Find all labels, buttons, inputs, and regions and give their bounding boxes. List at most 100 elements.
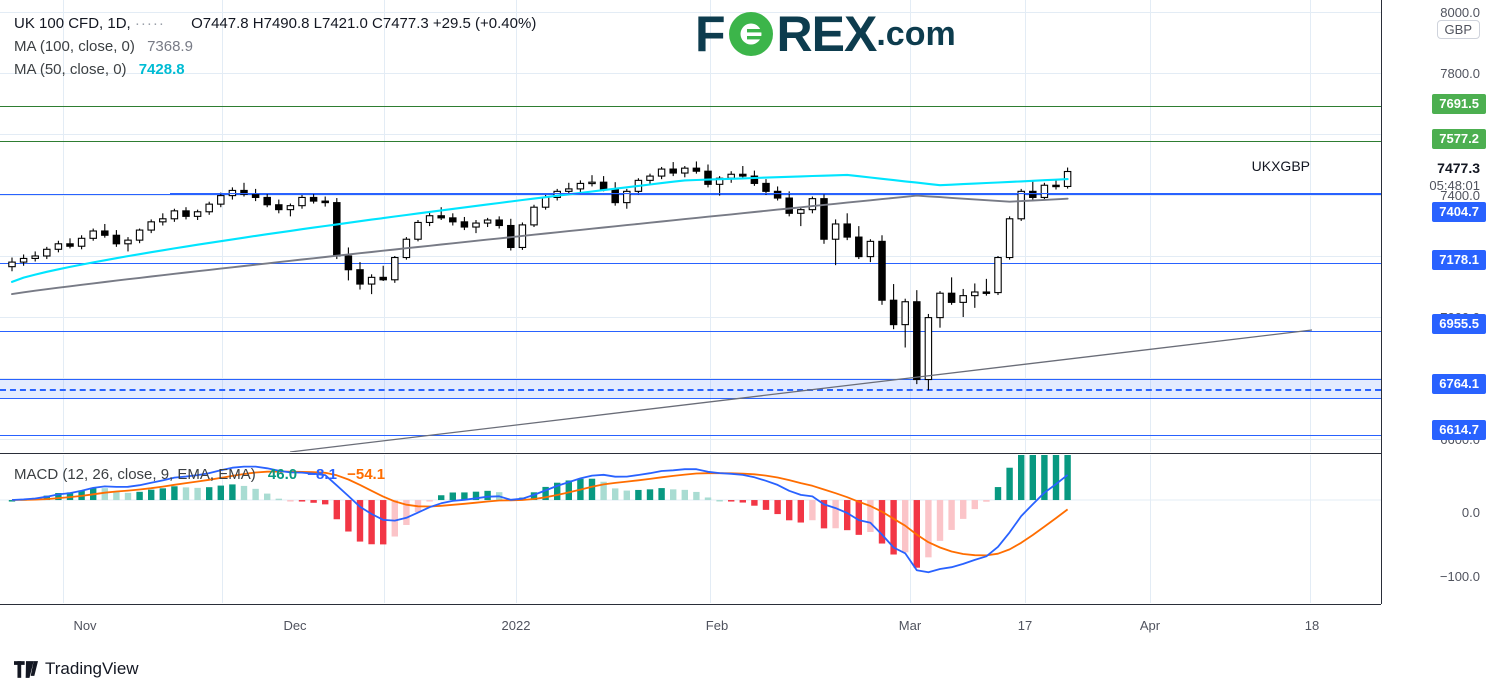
reference-price-line[interactable] [0, 140, 1381, 142]
candle-body[interactable] [217, 195, 225, 205]
price-axis-tag[interactable]: 7691.5 [1432, 94, 1486, 114]
macd-histogram-bar[interactable] [229, 484, 236, 501]
candle-body[interactable] [275, 204, 283, 211]
macd-histogram-bar[interactable] [449, 492, 456, 501]
candle-body[interactable] [843, 223, 851, 238]
candle-body[interactable] [112, 234, 121, 245]
candle-body[interactable] [797, 209, 805, 214]
macd-histogram-bar[interactable] [403, 500, 410, 525]
macd-histogram-bar[interactable] [101, 488, 108, 501]
price-axis[interactable]: GBP 8000.07800.07600.07400.07200.07000.0… [1381, 0, 1488, 604]
macd-histogram-bar[interactable] [461, 492, 468, 501]
macd-histogram-bar[interactable] [786, 500, 793, 521]
macd-histogram-bar[interactable] [925, 500, 932, 558]
macd-histogram-bar[interactable] [264, 493, 271, 501]
candle-body[interactable] [947, 292, 956, 303]
candle-body[interactable] [309, 196, 318, 202]
candle-body[interactable] [831, 223, 840, 240]
candle-body[interactable] [43, 248, 51, 257]
candle-body[interactable] [31, 255, 39, 259]
macd-pane[interactable] [0, 455, 1381, 603]
macd-histogram-bar[interactable] [681, 489, 688, 501]
price-axis-tag[interactable]: 7178.1 [1432, 250, 1486, 270]
candle-body[interactable] [159, 218, 167, 223]
candle-body[interactable] [182, 210, 190, 217]
price-axis-tag[interactable]: 7404.7 [1432, 202, 1486, 222]
macd-histogram-bar[interactable] [762, 500, 770, 510]
macd-histogram-bar[interactable] [739, 500, 746, 503]
candle-body[interactable] [808, 198, 817, 211]
candle-body[interactable] [495, 219, 503, 227]
candle-body[interactable] [483, 219, 492, 224]
candle-body[interactable] [913, 301, 921, 381]
candle-body[interactable] [19, 257, 28, 263]
candle-body[interactable] [599, 181, 608, 190]
candle-body[interactable] [379, 276, 387, 281]
macd-histogram-bar[interactable] [1041, 455, 1048, 501]
price-axis-tag[interactable]: 6614.7 [1432, 420, 1486, 440]
legend-row-ma50[interactable]: MA (50, close, 0) 7428.8 [14, 58, 536, 81]
reference-price-line[interactable] [0, 106, 1381, 108]
candle-body[interactable] [124, 239, 132, 245]
candle-body[interactable] [437, 215, 445, 219]
macd-histogram-bar[interactable] [960, 500, 967, 519]
macd-histogram-bar[interactable] [113, 491, 120, 501]
macd-histogram-bar[interactable] [345, 500, 352, 532]
candle-body[interactable] [8, 261, 16, 268]
reference-price-line[interactable] [0, 330, 1381, 332]
macd-histogram-bar[interactable] [1006, 467, 1013, 501]
macd-histogram-bar[interactable] [240, 485, 248, 501]
macd-histogram-bar[interactable] [623, 490, 630, 501]
price-axis-tag[interactable]: 6764.1 [1432, 374, 1486, 394]
macd-histogram-bar[interactable] [588, 478, 596, 501]
candle-body[interactable] [773, 190, 782, 199]
candle-body[interactable] [367, 276, 376, 285]
candle-body[interactable] [135, 229, 144, 241]
legend-row-ma100[interactable]: MA (100, close, 0) 7368.9 [14, 35, 536, 58]
macd-histogram-bar[interactable] [658, 488, 665, 501]
macd-histogram-bar[interactable] [1018, 455, 1025, 501]
macd-histogram-bar[interactable] [217, 485, 224, 501]
candle-body[interactable] [901, 301, 909, 326]
candle-body[interactable] [530, 206, 538, 226]
macd-histogram-bar[interactable] [310, 500, 317, 503]
candle-body[interactable] [193, 211, 202, 217]
macd-histogram-bar[interactable] [774, 500, 781, 515]
candle-body[interactable] [611, 188, 619, 204]
macd-histogram-bar[interactable] [542, 486, 549, 501]
macd-histogram-bar[interactable] [844, 500, 851, 531]
candle-body[interactable] [251, 193, 260, 198]
candle-body[interactable] [669, 168, 677, 174]
candle-body[interactable] [286, 205, 295, 211]
macd-histogram-bar[interactable] [124, 492, 132, 501]
macd-histogram-bar[interactable] [182, 487, 190, 501]
candle-body[interactable] [1029, 190, 1037, 198]
tradingview-attribution[interactable]: TradingView [14, 659, 139, 679]
candle-body[interactable] [472, 222, 480, 228]
macd-histogram-bar[interactable] [693, 491, 700, 501]
macd-histogram-bar[interactable] [878, 500, 886, 544]
candle-body[interactable] [889, 299, 898, 326]
trendline[interactable] [289, 329, 1313, 452]
macd-histogram-bar[interactable] [704, 497, 712, 501]
candle-body[interactable] [240, 189, 248, 195]
macd-histogram-bar[interactable] [728, 500, 735, 502]
macd-histogram-bar[interactable] [983, 500, 990, 502]
candle-body[interactable] [170, 210, 179, 220]
candle-body[interactable] [66, 243, 74, 247]
candle-body[interactable] [89, 230, 97, 239]
macd-histogram-bar[interactable] [55, 493, 62, 501]
candle-body[interactable] [878, 240, 886, 301]
candle-body[interactable] [321, 200, 329, 204]
macd-histogram-bar[interactable] [333, 500, 340, 520]
candle-body[interactable] [576, 182, 585, 190]
candle-body[interactable] [820, 198, 828, 240]
macd-histogram-bar[interactable] [1029, 455, 1036, 501]
macd-histogram-bar[interactable] [600, 481, 607, 501]
candle-body[interactable] [333, 202, 341, 257]
macd-histogram-bar[interactable] [716, 499, 723, 502]
candle-body[interactable] [414, 221, 422, 240]
macd-histogram-bar[interactable] [43, 495, 50, 501]
macd-histogram-bar[interactable] [484, 490, 491, 501]
macd-histogram-bar[interactable] [171, 486, 178, 501]
